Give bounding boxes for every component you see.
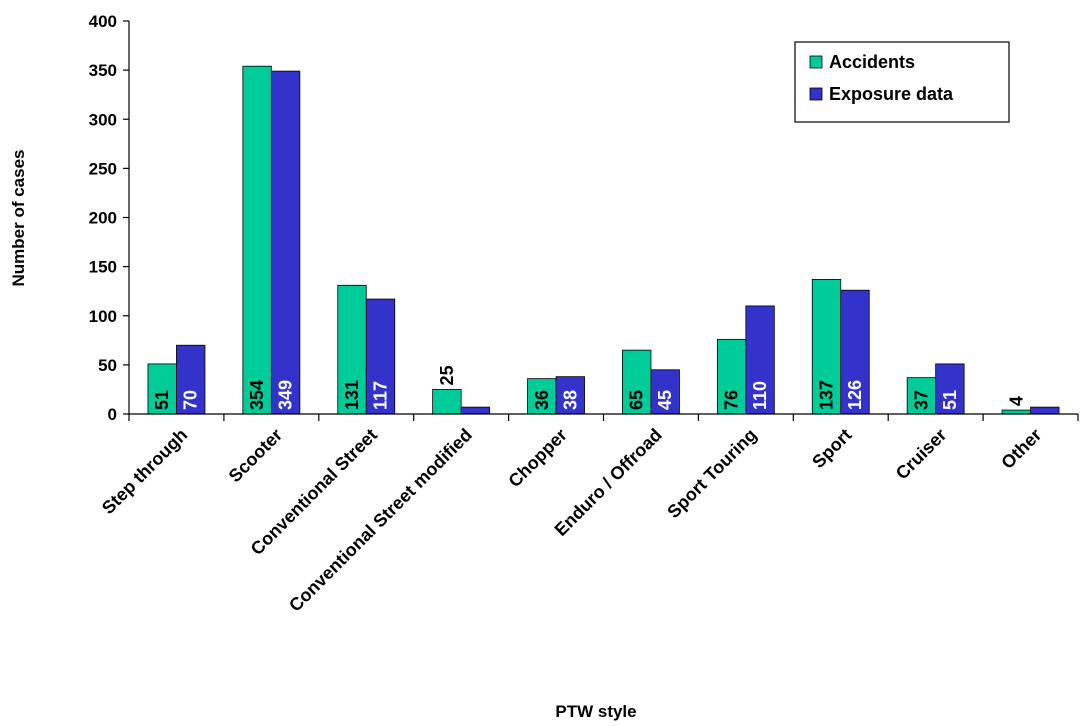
data-label: 4 [1006, 396, 1026, 406]
data-label: 70 [181, 390, 201, 410]
data-label: 117 [371, 381, 391, 410]
data-label: 110 [750, 381, 770, 410]
bar-exposure [1030, 406, 1060, 415]
category-label: Sport Touring [663, 425, 760, 522]
x-axis-title: PTW style [555, 702, 636, 721]
data-label: 354 [247, 380, 267, 410]
category-label: Cruiser [892, 425, 951, 484]
data-label: 37 [911, 390, 931, 410]
category-label: Enduro / Offroad [551, 425, 666, 540]
legend: Accidents Exposure data [794, 41, 1010, 123]
data-label: 126 [845, 380, 865, 410]
data-label: 51 [152, 390, 172, 410]
category-label: Other [997, 425, 1045, 473]
data-label: 51 [940, 390, 960, 410]
bar-accidents [527, 378, 557, 415]
data-label: 65 [627, 390, 647, 410]
bar-exposure [555, 376, 585, 415]
bar-accidents [906, 377, 937, 415]
y-tick-label: 0 [108, 405, 117, 424]
data-labels: 51 354 131 25 36 65 76 137 37 4 70 349 117 38 45 110 126… [152, 365, 1026, 410]
bar-exposure [745, 305, 775, 415]
bar-exposure [270, 70, 301, 415]
x-axis [128, 413, 1079, 421]
data-label: 131 [342, 380, 362, 410]
bar-exposure [935, 363, 965, 415]
bar-exposure [365, 298, 396, 415]
legend-box [794, 41, 1010, 123]
data-label: 45 [655, 390, 675, 410]
category-label: Conventional Street modified [285, 425, 476, 616]
bar-exposure [650, 369, 680, 415]
y-tick-label: 50 [98, 356, 117, 375]
legend-label: Exposure data [829, 84, 954, 104]
y-tick-label: 400 [89, 12, 117, 31]
data-label: 38 [560, 390, 580, 410]
category-label: Scooter [225, 425, 287, 487]
category-label: Chopper [504, 425, 570, 491]
bar-accidents [242, 65, 272, 415]
bar-exposure [176, 344, 206, 415]
data-label: 76 [722, 390, 742, 410]
legend-label: Accidents [829, 52, 915, 72]
bar-accidents [716, 338, 747, 415]
legend-swatch [809, 55, 823, 69]
bar-accidents [432, 389, 462, 415]
bar-accidents [622, 349, 652, 415]
data-label: 137 [817, 380, 837, 410]
data-label: 349 [276, 380, 296, 410]
y-tick-label: 350 [89, 61, 117, 80]
y-axis-ticks: 0 50 100 150 200 250 300 350 400 [89, 12, 130, 424]
y-tick-label: 250 [89, 159, 117, 178]
bar-accidents [811, 278, 842, 415]
y-tick-label: 100 [89, 307, 117, 326]
category-label: Sport [808, 425, 855, 472]
data-label: 25 [437, 365, 457, 385]
y-axis-title: Number of cases [9, 150, 28, 287]
bar-exposure [840, 289, 870, 415]
y-tick-label: 300 [89, 110, 117, 129]
category-label: Step through [98, 425, 191, 518]
data-label: 36 [532, 390, 552, 410]
bar-exposure [460, 406, 491, 415]
y-tick-label: 150 [89, 258, 117, 277]
legend-swatch [809, 87, 823, 101]
y-tick-label: 200 [89, 209, 117, 228]
